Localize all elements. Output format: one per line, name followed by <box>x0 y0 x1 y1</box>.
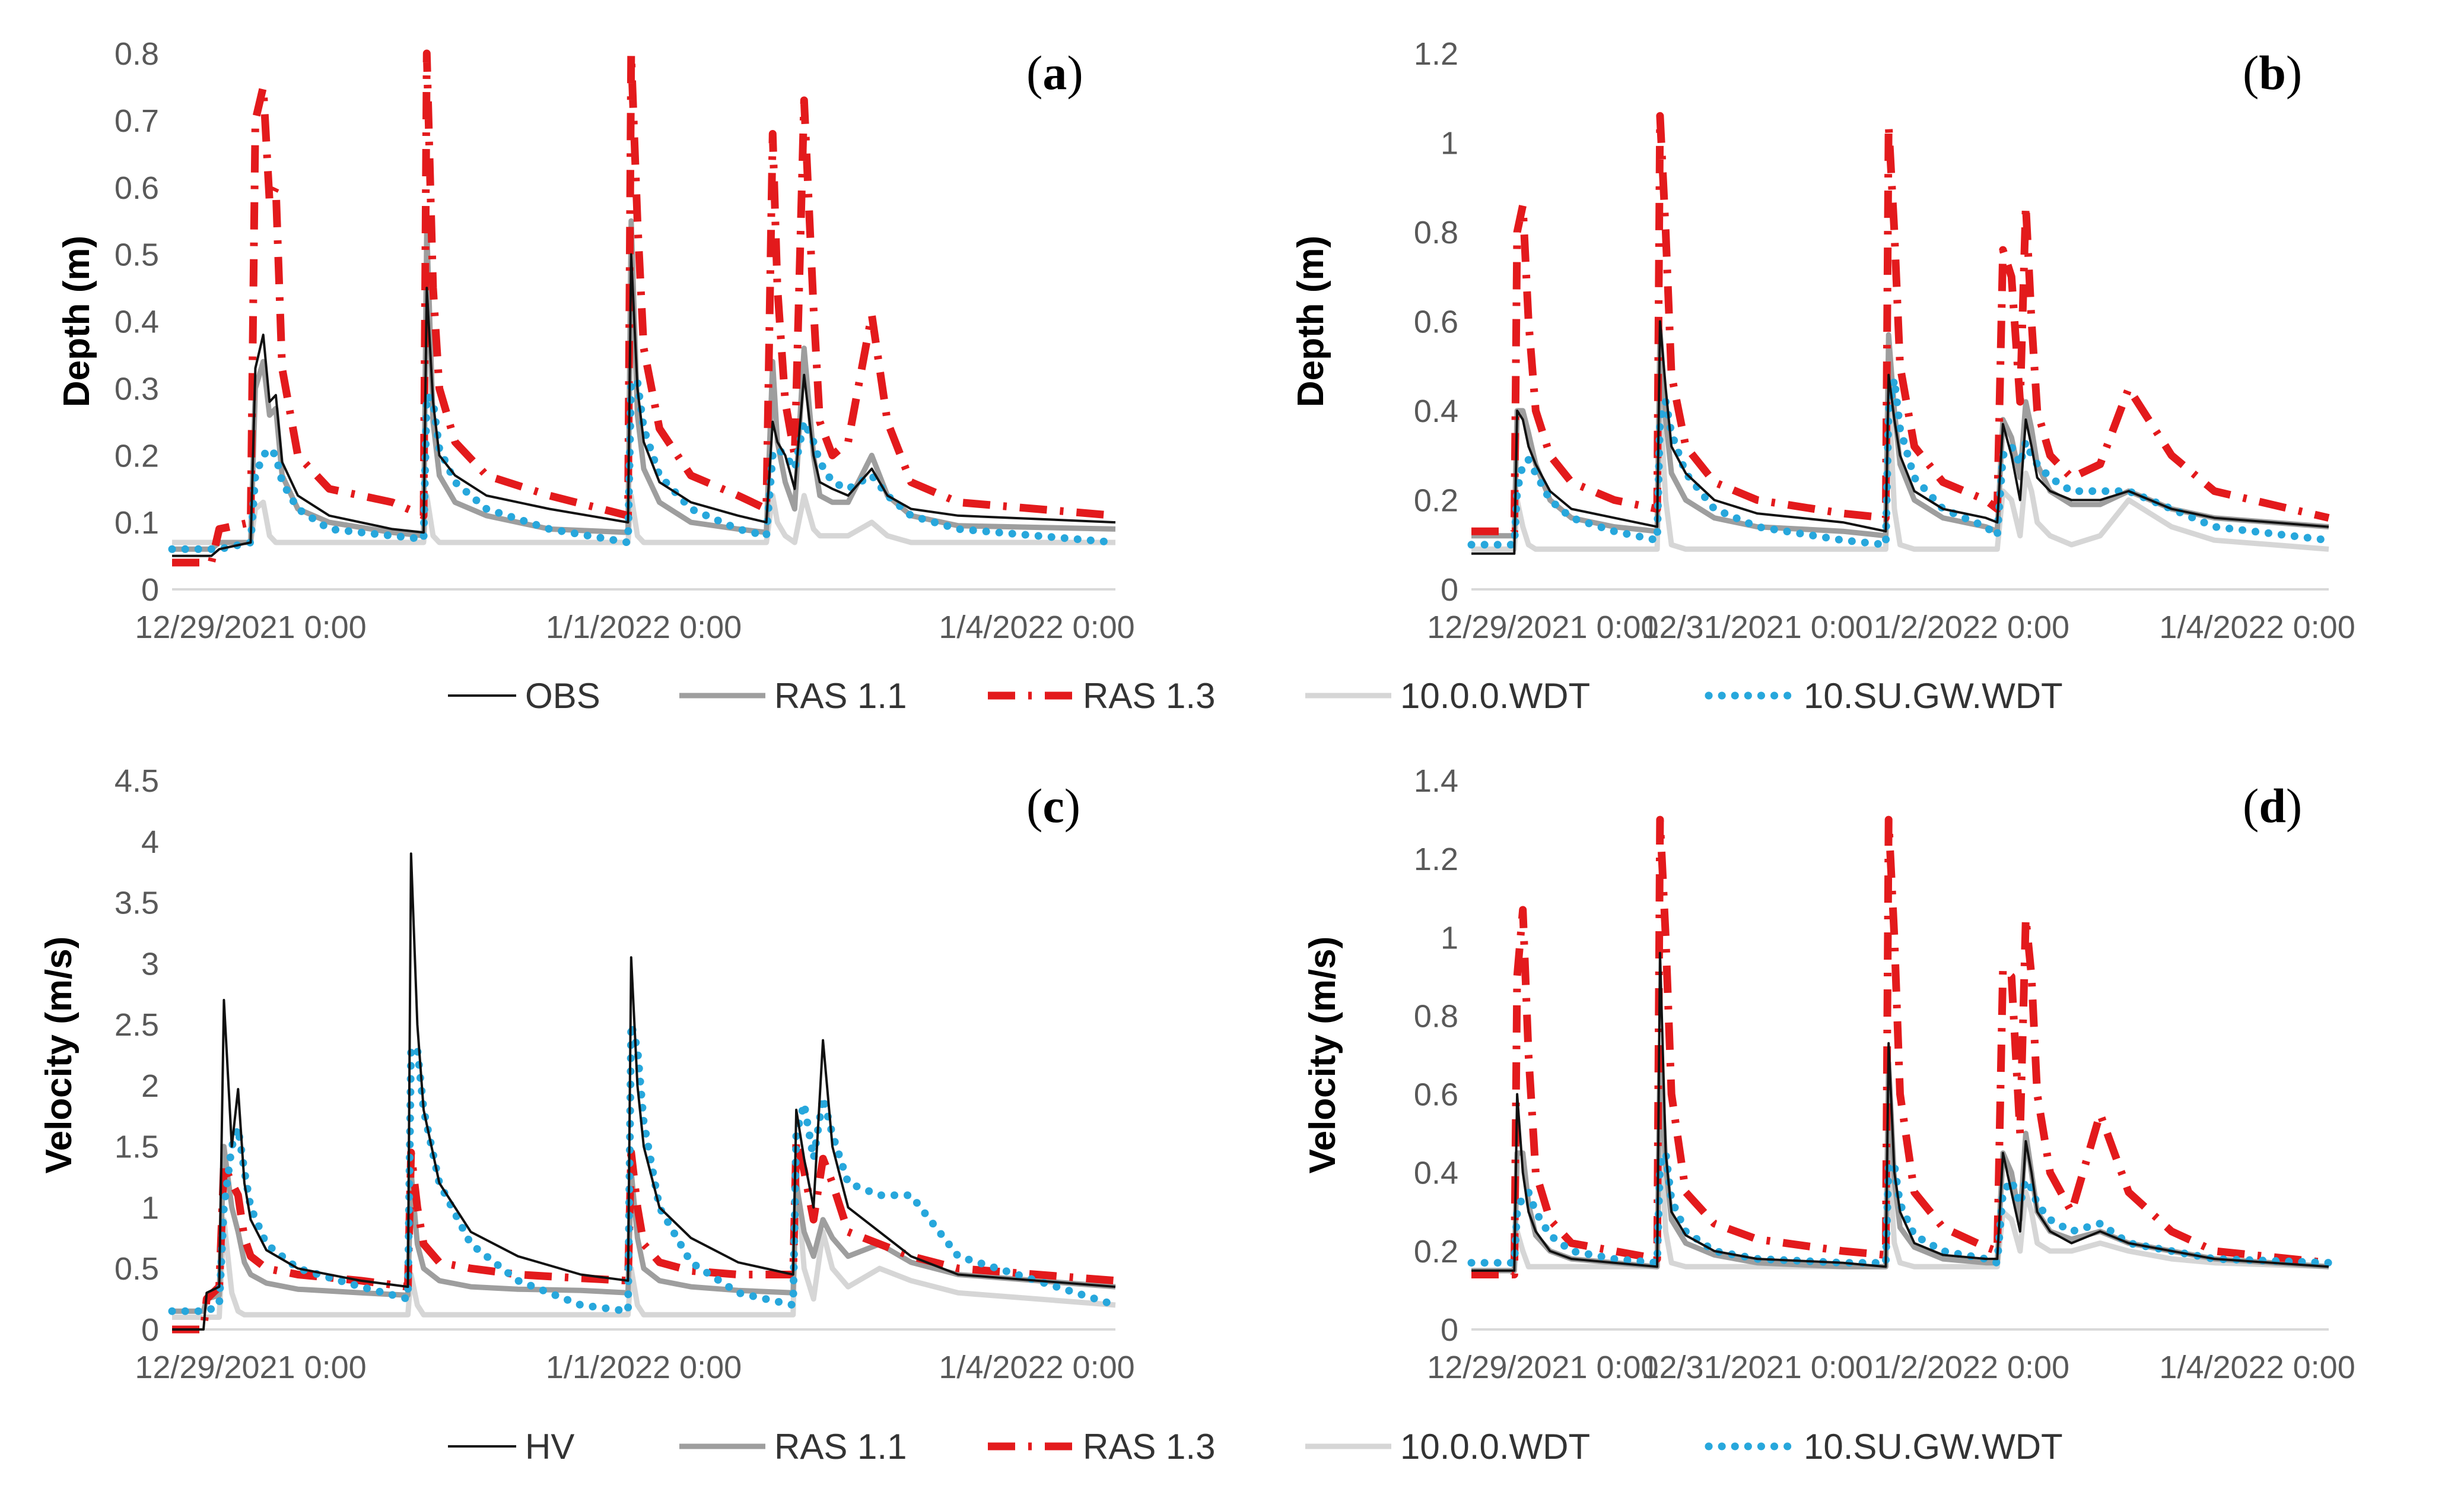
x-tick-label: 1/2/2022 0:00 <box>1874 610 2069 645</box>
y-axis-title: Velocity (m/s) <box>1302 937 1343 1174</box>
x-tick-label: 12/29/2021 0:00 <box>1427 1350 1658 1385</box>
y-tick-label: 0.8 <box>115 36 159 72</box>
y-tick-label: 0.5 <box>115 237 159 273</box>
y-tick-label: 2.5 <box>115 1007 159 1043</box>
x-tick-label: 1/2/2022 0:00 <box>1874 1350 2069 1385</box>
y-tick-label: 4.5 <box>115 763 159 799</box>
y-tick-label: 1.5 <box>115 1129 159 1165</box>
y-tick-label: 0.4 <box>1414 1156 1458 1191</box>
x-tick-label: 1/1/2022 0:00 <box>546 1350 742 1385</box>
y-tick-label: 0.1 <box>115 505 159 541</box>
legend-bottom: HV RAS 1.1 RAS 1.3 10.0.0.WDT 10.SU.GW.WDT <box>448 1427 2063 1467</box>
y-tick-label: 0.6 <box>1414 1077 1458 1113</box>
x-tick-label: 1/4/2022 0:00 <box>939 610 1134 645</box>
panel-c-velocity-chart: 0 0.5 1 1.5 2 2.5 3 3.5 4 4.5 12/29/2021 0:00 1/1/2… <box>39 763 1135 1385</box>
y-tick-label: 3 <box>141 946 159 982</box>
y-tick-label: 0.8 <box>1414 215 1458 250</box>
x-tick-label: 1/4/2022 0:00 <box>939 1350 1134 1385</box>
y-tick-label: 1 <box>141 1190 159 1226</box>
series-line-obs <box>1471 320 2329 555</box>
y-tick-label: 0 <box>141 1312 159 1348</box>
legend-label: 10.SU.GW.WDT <box>1804 1427 2063 1467</box>
x-tick-label: 1/1/2022 0:00 <box>546 610 742 645</box>
legend-label: HV <box>525 1427 574 1467</box>
y-tick-label: 2 <box>141 1068 159 1104</box>
panel-label: (c) <box>1026 779 1080 833</box>
series-line-obs <box>1471 951 2329 1272</box>
legend-label: 10.0.0.WDT <box>1400 1427 1590 1467</box>
series-line-gw <box>168 1020 1120 1315</box>
legend-label: 10.0.0.WDT <box>1400 676 1590 716</box>
y-tick-label: 0.6 <box>1414 304 1458 340</box>
y-tick-label: 1 <box>1441 126 1458 161</box>
panel-label: (b) <box>2243 46 2302 100</box>
series-line-ras11 <box>172 1144 1116 1314</box>
y-tick-label: 1.2 <box>1414 36 1458 72</box>
series-line-ras11 <box>172 218 1116 552</box>
y-axis-title: Depth (m) <box>56 236 97 407</box>
panel-d-velocity-chart: 0 0.2 0.4 0.6 0.8 1 1.2 1.4 12/29/2021 0:0012/31… <box>1302 763 2355 1385</box>
series-line-wdt <box>1471 1131 2329 1274</box>
y-tick-label: 0.8 <box>1414 998 1458 1034</box>
legend-label: RAS 1.1 <box>774 1427 907 1467</box>
series-line-gw <box>168 377 1120 553</box>
y-tick-label: 1.4 <box>1414 763 1458 799</box>
legend-label: 10.SU.GW.WDT <box>1804 676 2063 716</box>
series-line-wdt <box>172 1168 1116 1320</box>
y-tick-label: 0.4 <box>115 304 159 340</box>
series-line-ras13 <box>1471 815 2329 1278</box>
legend-label: OBS <box>525 676 600 716</box>
series-line-ras13 <box>172 1136 1116 1334</box>
y-axis-title: Depth (m) <box>1290 236 1331 407</box>
y-tick-label: 0.7 <box>115 103 159 139</box>
y-tick-label: 0.6 <box>115 170 159 206</box>
y-axis-title: Velocity (m/s) <box>39 937 80 1174</box>
x-tick-label: 12/31/2021 0:00 <box>1641 1350 1872 1385</box>
x-tick-label: 12/29/2021 0:00 <box>135 610 366 645</box>
y-tick-label: 0.3 <box>115 371 159 407</box>
x-tick-label: 1/4/2022 0:00 <box>2159 1350 2355 1385</box>
series-line-obs <box>172 852 1116 1331</box>
y-tick-label: 0 <box>1441 1312 1458 1348</box>
y-tick-label: 1 <box>1441 920 1458 956</box>
legend-label: RAS 1.3 <box>1083 1427 1215 1467</box>
series-line-ras13 <box>172 49 1116 567</box>
x-tick-label: 12/29/2021 0:00 <box>1427 610 1658 645</box>
series-line-gw <box>1467 1149 2333 1267</box>
x-tick-label: 12/31/2021 0:00 <box>1641 610 1872 645</box>
y-tick-label: 0 <box>141 572 159 608</box>
panel-b-depth-chart: 0 0.2 0.4 0.6 0.8 1 1.2 12/29/2021 0:0012/31/20… <box>1290 36 2355 645</box>
y-tick-label: 1.2 <box>1414 842 1458 877</box>
y-tick-label: 0.4 <box>1414 393 1458 429</box>
x-tick-label: 12/29/2021 0:00 <box>135 1350 366 1385</box>
legend-label: RAS 1.3 <box>1083 676 1215 716</box>
y-tick-label: 0.2 <box>115 438 159 474</box>
series-line-ras11 <box>1471 328 2329 539</box>
y-tick-label: 4 <box>141 824 159 860</box>
y-tick-label: 0 <box>1441 572 1458 608</box>
x-tick-label: 1/4/2022 0:00 <box>2159 610 2355 645</box>
y-tick-label: 0.2 <box>1414 483 1458 519</box>
y-tick-label: 0.2 <box>1414 1234 1458 1270</box>
legend-top: OBS RAS 1.1 RAS 1.3 10.0.0.WDT 10.SU.GW.WDT <box>448 676 2063 716</box>
legend-label: RAS 1.1 <box>774 676 907 716</box>
y-tick-label: 3.5 <box>115 886 159 921</box>
series-line-obs <box>172 253 1116 557</box>
panel-label: (d) <box>2243 779 2302 833</box>
series-line-ras13 <box>1471 112 2330 535</box>
y-tick-label: 0.5 <box>115 1251 159 1287</box>
panel-label: (a) <box>1026 46 1083 100</box>
panel-a-depth-chart: 0 0.1 0.2 0.3 0.4 0.5 0.6 0.7 0.8 12/29/2021 0:00… <box>56 36 1135 645</box>
